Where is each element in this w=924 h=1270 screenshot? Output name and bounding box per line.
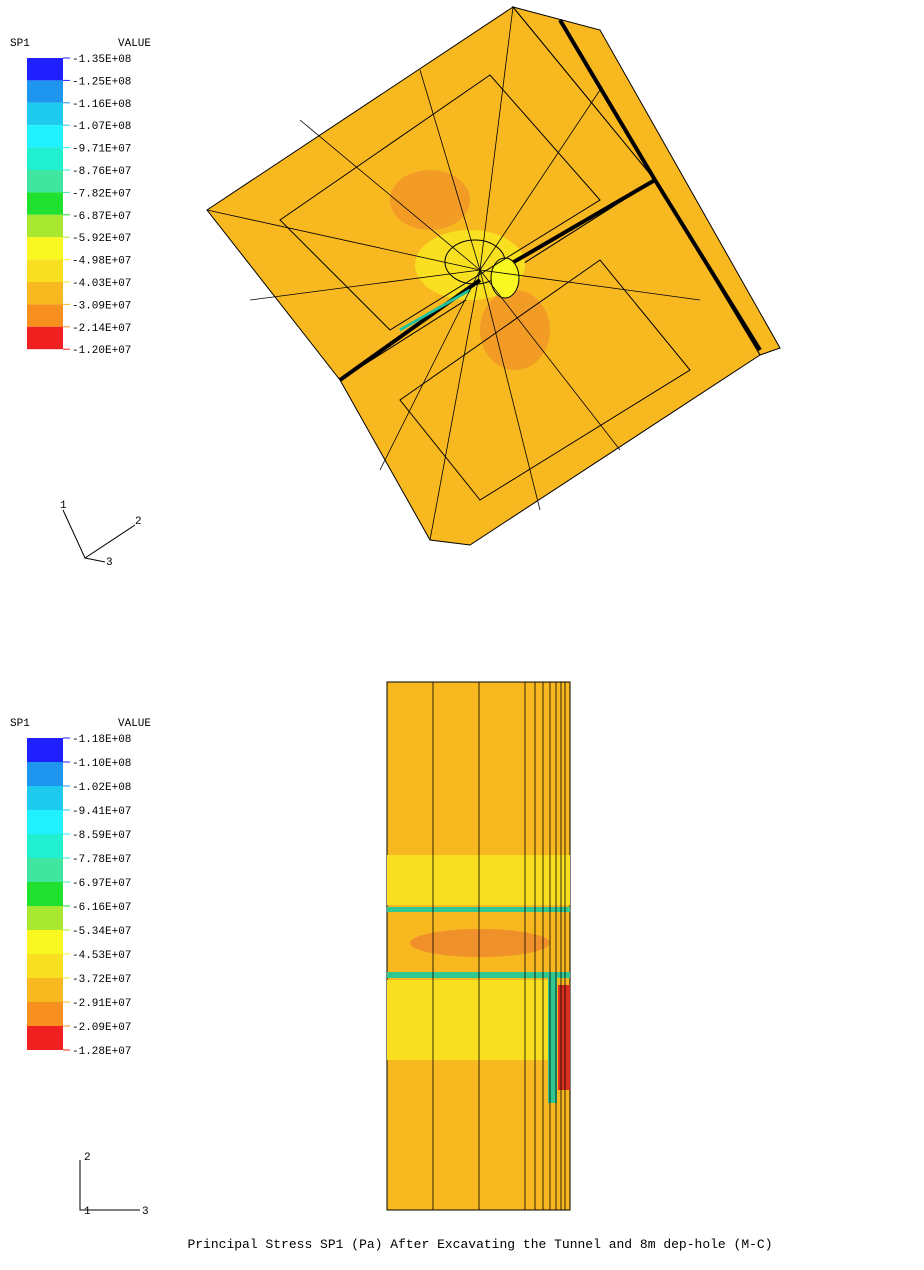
legend-label: -6.87E+07 bbox=[72, 211, 131, 223]
legend-swatch bbox=[27, 954, 63, 978]
legend-swatch bbox=[27, 762, 63, 786]
legend-label: -1.20E+07 bbox=[72, 345, 131, 357]
legend-label: -2.09E+07 bbox=[72, 1022, 131, 1034]
axis-label: 1 bbox=[84, 1206, 91, 1218]
axis-label: 3 bbox=[106, 557, 113, 569]
legend-label: -5.34E+07 bbox=[72, 926, 131, 938]
legend-label: -6.16E+07 bbox=[72, 902, 131, 914]
legend-swatch bbox=[27, 882, 63, 906]
legend-label: -5.92E+07 bbox=[72, 233, 131, 245]
axis-label: 1 bbox=[60, 500, 67, 512]
legend-swatch bbox=[27, 282, 63, 304]
legend-swatch bbox=[27, 192, 63, 214]
legend-swatch bbox=[27, 1002, 63, 1026]
legend-swatch bbox=[27, 237, 63, 259]
legend-swatch bbox=[27, 103, 63, 125]
model-2d bbox=[387, 682, 570, 1210]
legend-label: -4.53E+07 bbox=[72, 950, 131, 962]
triad bbox=[63, 510, 135, 558]
legend-label: -8.59E+07 bbox=[72, 830, 131, 842]
legend-label: -1.10E+08 bbox=[72, 758, 131, 770]
legend-label: -1.02E+08 bbox=[72, 782, 131, 794]
legend-swatch bbox=[27, 1026, 63, 1050]
legend-swatch bbox=[27, 80, 63, 102]
legend-header: VALUE bbox=[118, 718, 151, 730]
legend-label: -9.71E+07 bbox=[72, 144, 131, 156]
legend-swatch bbox=[27, 260, 63, 282]
legend-swatch bbox=[27, 978, 63, 1002]
axis-label: 3 bbox=[142, 1206, 149, 1218]
legend-swatch bbox=[27, 738, 63, 762]
legend-label: -2.14E+07 bbox=[72, 323, 131, 335]
triad bbox=[85, 558, 105, 562]
legend-label: -3.09E+07 bbox=[72, 300, 131, 312]
legend-swatch bbox=[27, 906, 63, 930]
legend-header: VALUE bbox=[118, 38, 151, 50]
legend-swatch bbox=[27, 327, 63, 349]
legend-swatch bbox=[27, 170, 63, 192]
legend-swatch bbox=[27, 786, 63, 810]
legend-swatch bbox=[27, 58, 63, 80]
legend-label: -1.18E+08 bbox=[72, 734, 131, 746]
legend-label: -8.76E+07 bbox=[72, 166, 131, 178]
legend-swatch bbox=[27, 148, 63, 170]
legend-variable: SP1 bbox=[10, 38, 30, 50]
legend-swatch bbox=[27, 858, 63, 882]
legend-label: -1.25E+08 bbox=[72, 76, 131, 88]
legend-swatch bbox=[27, 834, 63, 858]
legend-swatch bbox=[27, 810, 63, 834]
legend-label: -7.82E+07 bbox=[72, 188, 131, 200]
figure: Principal Stress SP1 (Pa) After Excavati… bbox=[0, 0, 924, 1265]
legend-label: -2.91E+07 bbox=[72, 998, 131, 1010]
caption: Principal Stress SP1 (Pa) After Excavati… bbox=[187, 1237, 772, 1252]
legend-swatch bbox=[27, 125, 63, 147]
legend-swatch bbox=[27, 304, 63, 326]
triad bbox=[80, 1160, 140, 1210]
model-3d bbox=[207, 7, 780, 545]
legend-label: -9.41E+07 bbox=[72, 806, 131, 818]
legend-variable: SP1 bbox=[10, 718, 30, 730]
legend-label: -4.03E+07 bbox=[72, 278, 131, 290]
legend-label: -1.07E+08 bbox=[72, 121, 131, 133]
legend-label: -4.98E+07 bbox=[72, 256, 131, 268]
legend-label: -6.97E+07 bbox=[72, 878, 131, 890]
legend-label: -3.72E+07 bbox=[72, 974, 131, 986]
legend-label: -1.16E+08 bbox=[72, 99, 131, 111]
legend-swatch bbox=[27, 930, 63, 954]
axis-label: 2 bbox=[84, 1152, 91, 1164]
axis-label: 2 bbox=[135, 516, 142, 528]
legend-label: -1.35E+08 bbox=[72, 54, 131, 66]
legend-label: -1.28E+07 bbox=[72, 1046, 131, 1058]
legend-label: -7.78E+07 bbox=[72, 854, 131, 866]
legend-swatch bbox=[27, 215, 63, 237]
